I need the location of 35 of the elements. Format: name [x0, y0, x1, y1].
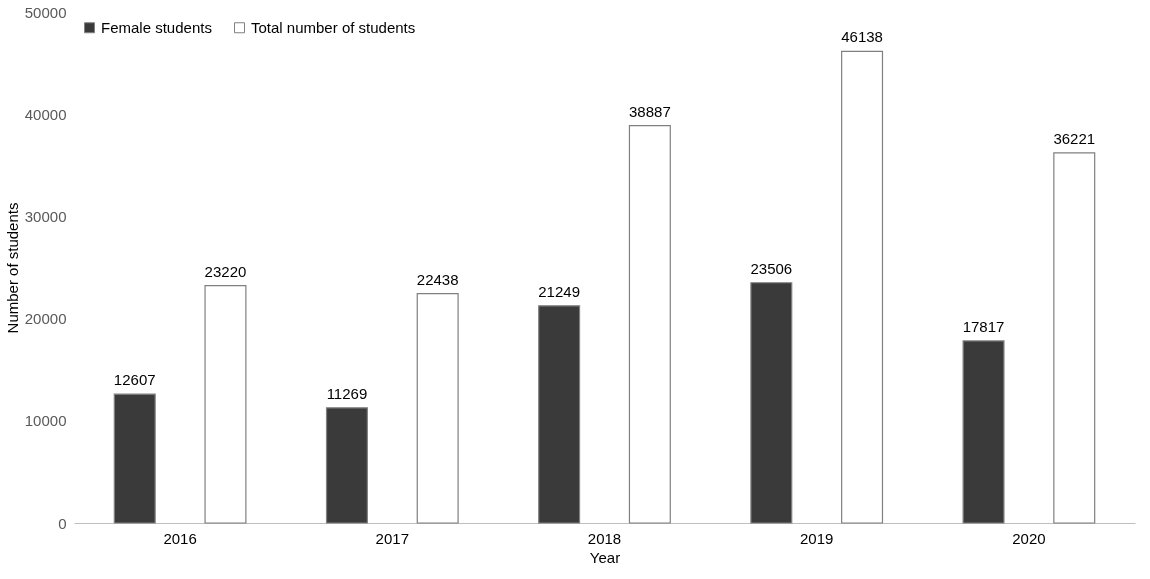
bar — [962, 340, 1005, 524]
x-tick-label: 2016 — [163, 529, 197, 547]
data-label: 21249 — [538, 282, 580, 300]
bar — [841, 50, 884, 524]
data-label: 23506 — [750, 259, 793, 277]
bar — [628, 124, 671, 524]
bar — [113, 393, 156, 524]
data-label: 12607 — [113, 371, 156, 389]
legend-label: Female students — [101, 18, 212, 36]
data-label: 46138 — [841, 28, 883, 46]
bar — [750, 282, 793, 524]
y-axis-title: Number of students — [3, 202, 21, 334]
bar — [416, 293, 459, 524]
legend-label: Total number of students — [251, 18, 416, 36]
bar — [538, 305, 581, 524]
data-label: 23220 — [204, 262, 247, 280]
x-tick-label: 2019 — [800, 529, 834, 547]
bar — [325, 407, 368, 524]
x-tick-label: 2020 — [1012, 529, 1046, 547]
bar — [1053, 152, 1096, 524]
x-tick-label: 2017 — [375, 529, 409, 547]
data-label: 17817 — [962, 317, 1005, 335]
data-label: 22438 — [416, 270, 459, 288]
y-tick-label: 30000 — [24, 207, 67, 225]
x-tick-label: 2018 — [587, 529, 622, 547]
x-axis-title: Year — [589, 548, 621, 566]
y-tick-label: 10000 — [24, 412, 67, 430]
y-tick-label: 20000 — [24, 310, 67, 328]
y-tick-label: 40000 — [24, 105, 67, 123]
y-tick-label: 50000 — [24, 3, 67, 21]
data-label: 36221 — [1053, 129, 1096, 147]
data-label: 38887 — [629, 102, 671, 120]
y-tick-label: 0 — [58, 514, 67, 532]
data-label: 11269 — [326, 384, 368, 402]
bar — [204, 285, 247, 524]
